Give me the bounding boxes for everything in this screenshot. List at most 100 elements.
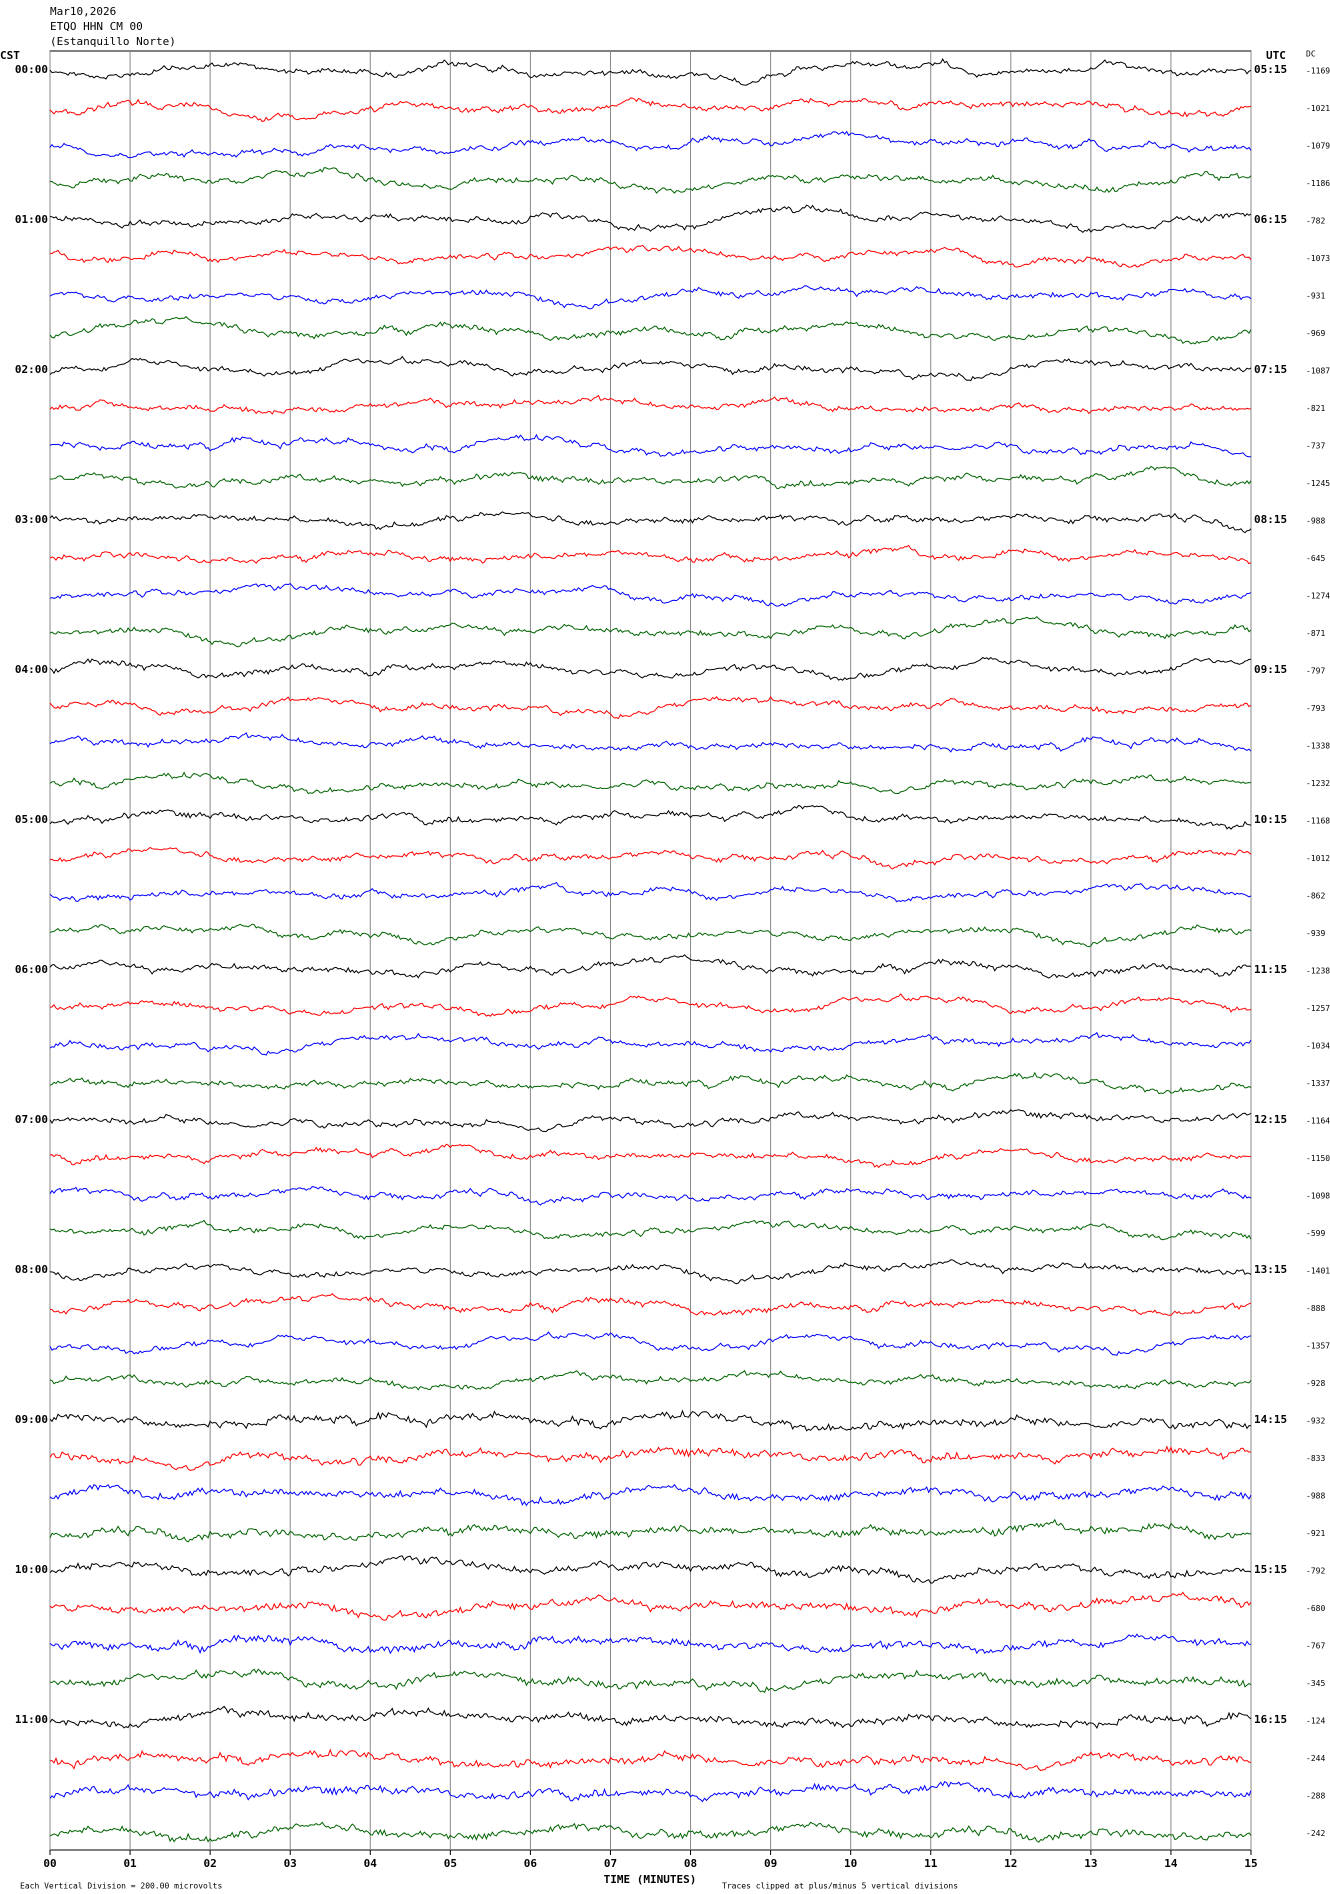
dc-value: -862	[1306, 892, 1325, 901]
trace	[49, 923, 1252, 948]
cst-label: 02:00	[15, 363, 48, 376]
trace	[49, 167, 1252, 194]
title-line: (Estanquillo Norte)	[50, 35, 176, 48]
x-tick-label: 15	[1244, 1857, 1257, 1870]
dc-value: -1169	[1306, 67, 1330, 76]
trace	[49, 355, 1252, 382]
trace	[49, 130, 1252, 159]
left-zone: CST	[0, 49, 20, 62]
dc-value: -1338	[1306, 742, 1330, 751]
dc-value: -1087	[1306, 367, 1330, 376]
dc-value: -345	[1306, 1679, 1325, 1688]
x-tick-label: 07	[604, 1857, 617, 1870]
trace	[49, 1186, 1252, 1206]
x-tick-label: 02	[204, 1857, 217, 1870]
trace	[49, 1748, 1251, 1772]
dc-value: -680	[1306, 1604, 1325, 1613]
utc-label: 06:15	[1254, 213, 1287, 226]
trace	[49, 1780, 1252, 1803]
trace	[49, 433, 1252, 458]
cst-label: 01:00	[15, 213, 48, 226]
dc-value: -931	[1306, 292, 1325, 301]
trace	[49, 465, 1252, 490]
trace	[49, 656, 1252, 681]
trace	[49, 993, 1252, 1017]
dc-value: -1168	[1306, 817, 1330, 826]
trace	[49, 1591, 1252, 1621]
x-tick-label: 14	[1164, 1857, 1178, 1870]
dc-value: -921	[1306, 1529, 1325, 1538]
dc-value: -599	[1306, 1229, 1325, 1238]
utc-label: 16:15	[1254, 1713, 1287, 1726]
cst-label: 10:00	[15, 1563, 48, 1576]
utc-label: 08:15	[1254, 513, 1287, 526]
dc-value: -1232	[1306, 779, 1330, 788]
trace	[49, 1293, 1252, 1316]
trace	[49, 695, 1252, 720]
dc-value: -888	[1306, 1304, 1325, 1313]
dc-value: -1238	[1306, 967, 1330, 976]
trace	[49, 394, 1251, 415]
x-tick-label: 01	[123, 1857, 137, 1870]
trace	[49, 544, 1252, 565]
utc-label: 05:15	[1254, 63, 1287, 76]
dc-value: -833	[1306, 1454, 1325, 1463]
cst-label: 07:00	[15, 1113, 48, 1126]
right-zone: UTC	[1266, 49, 1286, 62]
trace	[49, 1668, 1252, 1694]
dc-value: -1401	[1306, 1267, 1330, 1276]
dc-value: -1021	[1306, 104, 1330, 113]
dc-value: -1098	[1306, 1192, 1330, 1201]
dc-value: -782	[1306, 217, 1325, 226]
plot-frame	[49, 50, 1252, 1851]
dc-value: -1150	[1306, 1154, 1330, 1163]
trace	[49, 846, 1252, 870]
x-tick-label: 09	[764, 1857, 777, 1870]
dc-value: -1245	[1306, 479, 1330, 488]
x-tick-label: 13	[1084, 1857, 1097, 1870]
trace	[49, 1821, 1252, 1843]
dc-value: -288	[1306, 1792, 1325, 1801]
trace	[49, 285, 1252, 310]
trace	[49, 582, 1252, 607]
trace	[49, 1483, 1252, 1507]
trace	[49, 954, 1252, 979]
dc-value: -737	[1306, 442, 1325, 451]
dc-value: -1186	[1306, 179, 1330, 188]
trace	[49, 732, 1252, 753]
dc-value: -1357	[1306, 1342, 1330, 1351]
dc-value: -969	[1306, 329, 1325, 338]
trace	[49, 1518, 1251, 1543]
x-tick-label: 03	[284, 1857, 297, 1870]
utc-label: 10:15	[1254, 813, 1287, 826]
dc-value: -244	[1306, 1754, 1325, 1763]
trace	[49, 1555, 1252, 1584]
trace	[49, 315, 1252, 345]
x-tick-label: 10	[844, 1857, 857, 1870]
dc-value: -928	[1306, 1379, 1325, 1388]
trace	[49, 57, 1252, 86]
trace	[49, 1259, 1252, 1285]
cst-label: 05:00	[15, 813, 48, 826]
trace	[49, 1331, 1252, 1356]
dc-value: -1079	[1306, 142, 1330, 151]
dc-value: -645	[1306, 554, 1325, 563]
dc-value: -797	[1306, 667, 1325, 676]
dc-value: -821	[1306, 404, 1325, 413]
trace	[49, 1031, 1252, 1056]
cst-label: 11:00	[15, 1713, 48, 1726]
x-tick-label: 08	[684, 1857, 697, 1870]
dc-value: -767	[1306, 1642, 1325, 1651]
dc-value: -792	[1306, 1567, 1325, 1576]
dc-value: -1274	[1306, 592, 1330, 601]
trace	[49, 1219, 1252, 1241]
cst-label: 03:00	[15, 513, 48, 526]
cst-label: 06:00	[15, 963, 48, 976]
cst-label: 00:00	[15, 63, 48, 76]
trace	[49, 881, 1252, 903]
trace	[49, 1143, 1252, 1169]
dc-value: -1012	[1306, 854, 1330, 863]
trace	[49, 511, 1252, 534]
